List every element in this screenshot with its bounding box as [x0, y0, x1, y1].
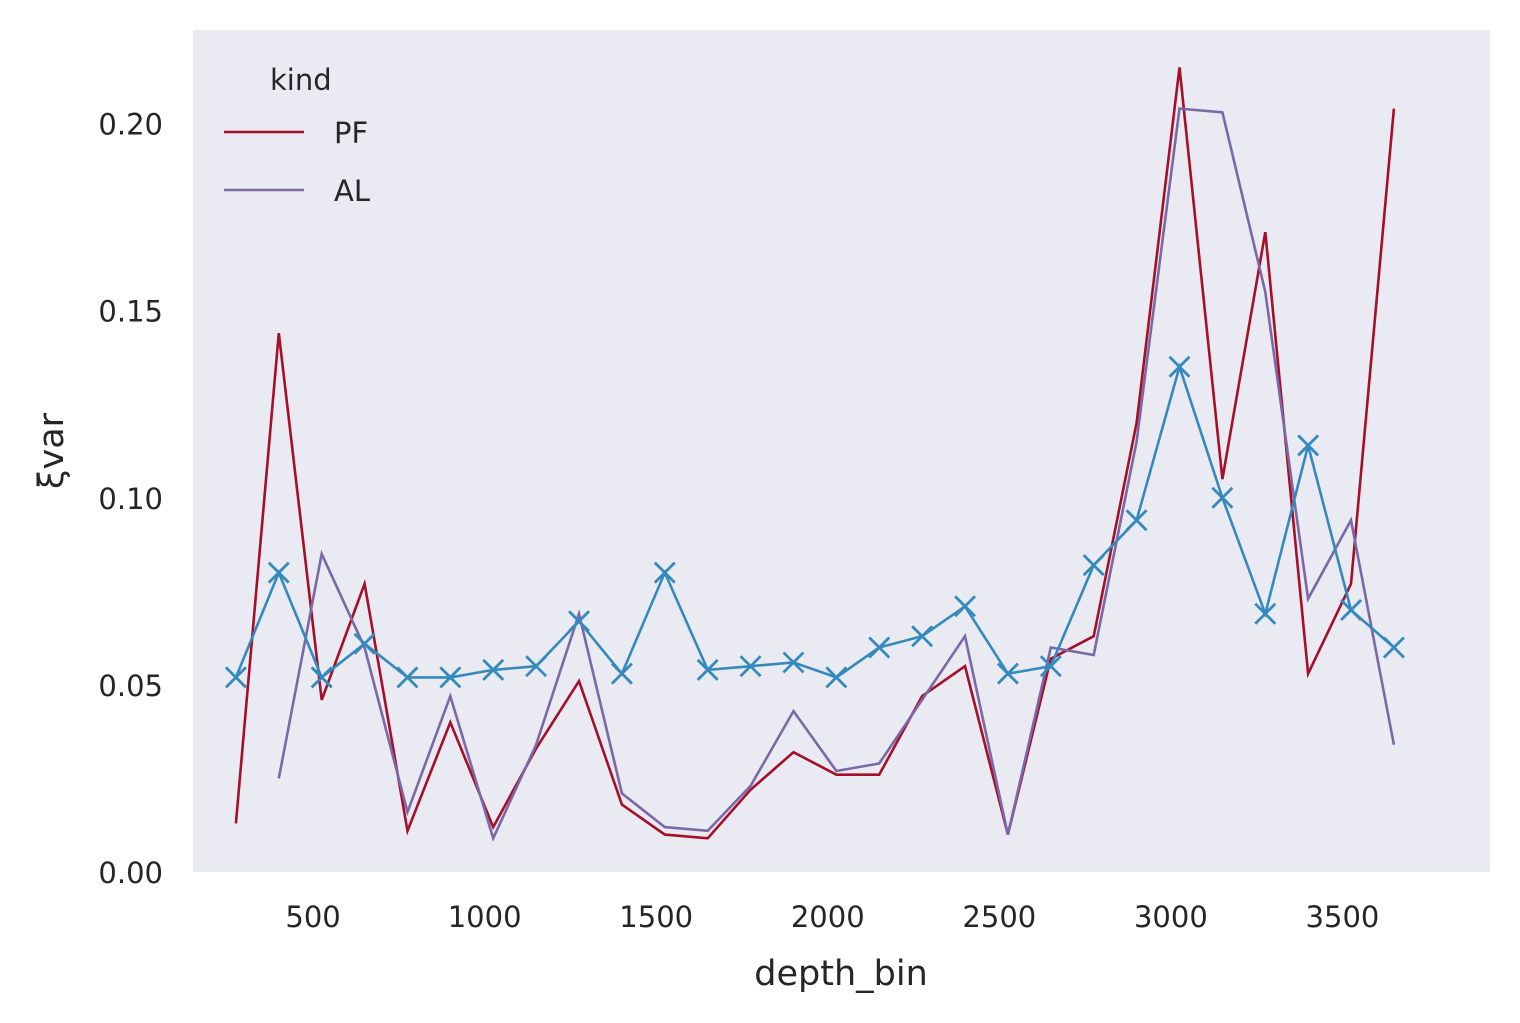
x-tick-label: 1500	[619, 900, 693, 934]
series-pf	[234, 67, 1396, 840]
x-tick-label: 3500	[1306, 900, 1380, 934]
data-point-marker	[996, 662, 1019, 685]
data-point-marker	[353, 632, 376, 655]
data-point-marker	[653, 561, 676, 584]
data-point-marker	[1125, 509, 1148, 532]
data-point-marker	[1039, 655, 1062, 678]
data-point-marker	[482, 658, 505, 681]
y-axis-label: ξvar	[32, 412, 72, 489]
series-line	[234, 362, 1395, 680]
legend-title: kind	[270, 63, 332, 97]
x-tick-label: 2000	[791, 900, 865, 934]
y-tick-label: 0.00	[98, 856, 163, 890]
data-point-marker	[610, 662, 633, 685]
series-layer	[224, 67, 1405, 842]
series-unnamed	[224, 355, 1405, 689]
series-line	[234, 67, 1396, 840]
data-point-marker	[1297, 434, 1320, 457]
y-tick-label: 0.10	[98, 482, 163, 516]
legend-label-pf: PF	[334, 116, 368, 150]
series-line	[277, 107, 1396, 842]
data-point-marker	[224, 666, 247, 689]
data-point-marker	[825, 666, 848, 689]
data-point-marker	[954, 595, 977, 618]
data-point-marker	[1168, 355, 1191, 378]
x-tick-label: 3000	[1134, 900, 1208, 934]
data-point-marker	[1340, 599, 1363, 622]
y-axis-ticks: 0.00 0.05 0.10 0.15 0.20	[98, 108, 163, 890]
legend-label-al: AL	[334, 174, 370, 208]
x-axis-ticks: 500 1000 1500 2000 2500 3000 3500	[285, 900, 1379, 934]
x-tick-label: 500	[285, 900, 340, 934]
y-tick-label: 0.15	[98, 295, 163, 329]
data-point-marker	[696, 658, 719, 681]
legend: kind PF AL	[224, 63, 370, 208]
x-tick-label: 2500	[962, 900, 1036, 934]
data-point-marker	[439, 666, 462, 689]
data-point-marker	[1382, 636, 1405, 659]
data-point-marker	[782, 651, 805, 674]
data-point-marker	[525, 655, 548, 678]
data-point-marker	[868, 636, 891, 659]
x-tick-label: 1000	[448, 900, 522, 934]
data-point-marker	[739, 655, 762, 678]
data-point-marker	[568, 610, 591, 633]
data-point-marker	[1254, 602, 1277, 625]
data-point-marker	[267, 561, 290, 584]
data-point-marker	[396, 666, 419, 689]
series-al	[277, 107, 1396, 842]
data-point-marker	[911, 625, 934, 648]
data-point-marker	[1082, 554, 1105, 577]
plot-area	[193, 30, 1490, 872]
x-axis-label: depth_bin	[754, 954, 928, 994]
data-point-marker	[310, 666, 333, 689]
y-tick-label: 0.20	[98, 108, 163, 142]
data-point-marker	[1211, 486, 1234, 509]
y-tick-label: 0.05	[98, 669, 163, 703]
